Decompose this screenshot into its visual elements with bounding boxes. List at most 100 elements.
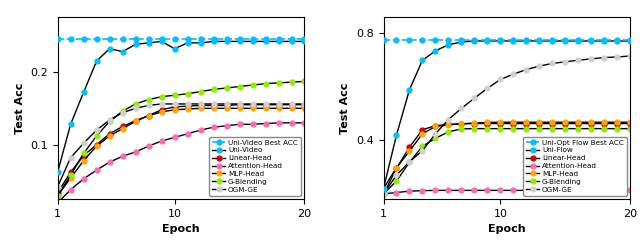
- OGM-GE: [210, 102, 218, 105]
- Attention-Head: [575, 189, 582, 192]
- Uni-Opt Flow Best ACC: [445, 39, 452, 42]
- Uni-Flow: [523, 39, 531, 42]
- Uni-Flow: [393, 133, 401, 136]
- MLP-Head: [157, 111, 165, 114]
- MLP-Head: [132, 120, 140, 123]
- Linear-Head: [548, 122, 556, 125]
- OGM-GE: [67, 156, 74, 159]
- Line: Attention-Head: Attention-Head: [55, 121, 307, 205]
- Attention-Head: [458, 189, 465, 192]
- G-Blending: [627, 127, 634, 130]
- Uni-Flow: [614, 39, 621, 42]
- Attention-Head: [106, 161, 113, 164]
- MLP-Head: [380, 187, 387, 190]
- MLP-Head: [445, 124, 452, 126]
- MLP-Head: [588, 121, 595, 124]
- OGM-GE: [93, 129, 100, 132]
- G-Blending: [106, 120, 113, 123]
- MLP-Head: [497, 121, 504, 124]
- G-Blending: [157, 95, 165, 98]
- Attention-Head: [93, 169, 100, 172]
- Linear-Head: [287, 103, 295, 106]
- Uni-Opt Flow Best ACC: [497, 39, 504, 42]
- Attention-Head: [287, 121, 295, 124]
- MLP-Head: [249, 107, 257, 110]
- Attention-Head: [497, 189, 504, 192]
- Uni-Opt Flow Best ACC: [406, 39, 413, 42]
- MLP-Head: [236, 107, 243, 110]
- G-Blending: [484, 127, 492, 130]
- Uni-Flow: [419, 59, 426, 62]
- Y-axis label: Test Acc: Test Acc: [340, 83, 351, 134]
- X-axis label: Epoch: Epoch: [488, 225, 526, 235]
- Uni-Opt Flow Best ACC: [627, 39, 634, 42]
- Attention-Head: [523, 189, 531, 192]
- OGM-GE: [145, 104, 152, 107]
- Uni-Video: [106, 47, 113, 50]
- G-Blending: [600, 127, 608, 130]
- G-Blending: [249, 84, 257, 87]
- Linear-Head: [80, 154, 88, 157]
- Uni-Opt Flow Best ACC: [561, 39, 569, 42]
- Attention-Head: [210, 126, 218, 129]
- OGM-GE: [196, 102, 204, 105]
- G-Blending: [523, 127, 531, 130]
- Uni-Video Best ACC: [287, 38, 295, 41]
- Line: Attention-Head: Attention-Head: [381, 188, 633, 196]
- OGM-GE: [497, 78, 504, 81]
- Line: OGM-GE: OGM-GE: [381, 54, 633, 196]
- OGM-GE: [588, 57, 595, 60]
- OGM-GE: [445, 118, 452, 121]
- Legend: Uni-Video Best ACC, Uni-Video, Linear-Head, Attention-Head, MLP-Head, G-Blending: Uni-Video Best ACC, Uni-Video, Linear-He…: [209, 137, 301, 195]
- Linear-Head: [614, 122, 621, 125]
- Attention-Head: [614, 189, 621, 192]
- Line: Uni-Flow: Uni-Flow: [381, 39, 633, 191]
- Attention-Head: [275, 121, 282, 124]
- Linear-Head: [536, 122, 543, 125]
- G-Blending: [223, 86, 230, 89]
- OGM-GE: [262, 102, 269, 105]
- Attention-Head: [380, 192, 387, 195]
- Attention-Head: [301, 121, 308, 124]
- Attention-Head: [184, 132, 191, 135]
- Uni-Opt Flow Best ACC: [575, 39, 582, 42]
- G-Blending: [119, 110, 127, 113]
- Uni-Video: [157, 40, 165, 43]
- OGM-GE: [80, 142, 88, 145]
- MLP-Head: [106, 134, 113, 137]
- Linear-Head: [132, 119, 140, 122]
- Uni-Opt Flow Best ACC: [380, 39, 387, 42]
- Linear-Head: [523, 122, 531, 125]
- OGM-GE: [509, 73, 517, 76]
- Attention-Head: [67, 188, 74, 191]
- Linear-Head: [497, 122, 504, 125]
- Attention-Head: [406, 190, 413, 193]
- Linear-Head: [223, 104, 230, 107]
- OGM-GE: [600, 56, 608, 59]
- Uni-Flow: [575, 39, 582, 42]
- G-Blending: [210, 88, 218, 91]
- Attention-Head: [600, 189, 608, 192]
- Linear-Head: [301, 103, 308, 106]
- Attention-Head: [80, 177, 88, 180]
- Legend: Uni-Opt Flow Best ACC, Uni-Flow, Linear-Head, Attention-Head, MLP-Head, G-Blendi: Uni-Opt Flow Best ACC, Uni-Flow, Linear-…: [524, 137, 627, 195]
- Linear-Head: [588, 122, 595, 125]
- OGM-GE: [119, 111, 127, 114]
- G-Blending: [80, 152, 88, 155]
- MLP-Head: [119, 127, 127, 130]
- Linear-Head: [380, 192, 387, 195]
- MLP-Head: [262, 107, 269, 110]
- Uni-Video Best ACC: [249, 38, 257, 41]
- Linear-Head: [119, 125, 127, 128]
- Linear-Head: [561, 122, 569, 125]
- Uni-Video Best ACC: [275, 38, 282, 41]
- Uni-Video Best ACC: [223, 38, 230, 41]
- Uni-Opt Flow Best ACC: [419, 39, 426, 42]
- G-Blending: [588, 127, 595, 130]
- Uni-Flow: [380, 187, 387, 190]
- Uni-Flow: [561, 39, 569, 42]
- Line: MLP-Head: MLP-Head: [381, 120, 633, 191]
- MLP-Head: [275, 107, 282, 110]
- Linear-Head: [484, 122, 492, 125]
- Uni-Flow: [406, 88, 413, 91]
